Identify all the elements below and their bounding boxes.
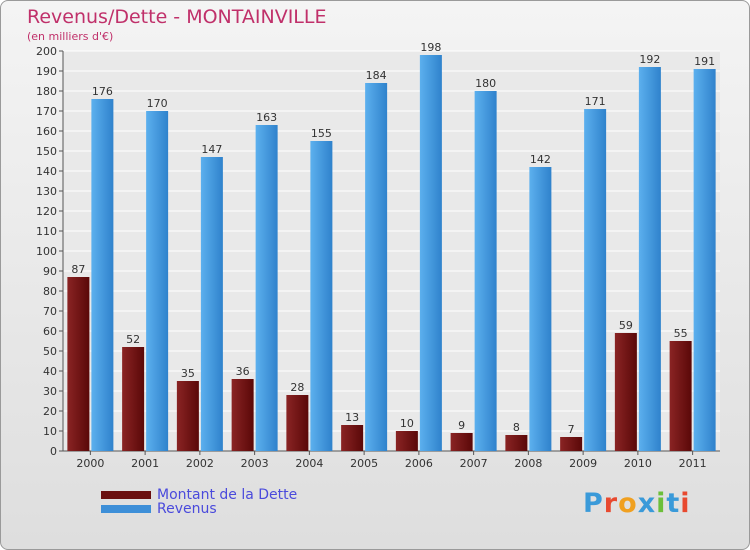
legend-swatch-dette bbox=[101, 491, 151, 499]
y-tick-label: 110 bbox=[36, 225, 57, 238]
data-label-dette: 8 bbox=[513, 421, 520, 434]
y-tick-label: 130 bbox=[36, 185, 57, 198]
y-tick-label: 190 bbox=[36, 65, 57, 78]
data-label-dette: 28 bbox=[290, 381, 304, 394]
x-tick-label: 2005 bbox=[350, 457, 378, 470]
chart-subtitle: (en milliers d'€) bbox=[27, 30, 114, 43]
y-tick-label: 70 bbox=[43, 305, 57, 318]
y-tick-label: 140 bbox=[36, 165, 57, 178]
data-label-revenus: 191 bbox=[694, 55, 715, 68]
data-label-dette: 52 bbox=[126, 333, 140, 346]
y-tick-label: 200 bbox=[36, 45, 57, 58]
x-tick-label: 2007 bbox=[460, 457, 488, 470]
y-tick-label: 30 bbox=[43, 385, 57, 398]
logo-letter: i bbox=[656, 488, 667, 519]
y-tick-label: 180 bbox=[36, 85, 57, 98]
data-label-dette: 55 bbox=[674, 327, 688, 340]
data-label-revenus: 142 bbox=[530, 153, 551, 166]
data-label-revenus: 184 bbox=[366, 69, 387, 82]
legend-swatch-revenus bbox=[101, 505, 151, 513]
data-label-revenus: 192 bbox=[639, 53, 660, 66]
bar-revenus bbox=[474, 91, 497, 451]
proxiti-logo: Proxiti bbox=[583, 488, 691, 519]
bar-dette bbox=[395, 431, 418, 451]
logo-letter: o bbox=[618, 488, 638, 519]
y-tick-label: 90 bbox=[43, 265, 57, 278]
bar-dette bbox=[450, 433, 473, 451]
data-label-dette: 9 bbox=[458, 419, 465, 432]
bar-revenus bbox=[638, 67, 661, 451]
x-tick-label: 2001 bbox=[131, 457, 159, 470]
legend-item-dette: Montant de la Dette bbox=[101, 487, 298, 503]
data-label-revenus: 163 bbox=[256, 111, 277, 124]
legend-label-dette: Montant de la Dette bbox=[157, 487, 298, 503]
y-tick-label: 20 bbox=[43, 405, 57, 418]
y-tick-label: 160 bbox=[36, 125, 57, 138]
y-tick-label: 170 bbox=[36, 105, 57, 118]
data-label-revenus: 171 bbox=[585, 95, 606, 108]
x-tick-label: 2010 bbox=[624, 457, 652, 470]
bar-dette bbox=[669, 341, 692, 451]
chart-title: Revenus/Dette - MONTAINVILLE bbox=[27, 6, 327, 28]
y-tick-label: 60 bbox=[43, 325, 57, 338]
bar-dette bbox=[505, 435, 528, 451]
legend-item-revenus: Revenus bbox=[101, 501, 217, 517]
x-tick-label: 2009 bbox=[569, 457, 597, 470]
bar-revenus bbox=[693, 69, 716, 451]
bar-dette bbox=[67, 277, 90, 451]
data-label-dette: 7 bbox=[568, 423, 575, 436]
bar-revenus bbox=[255, 125, 278, 451]
y-tick-label: 50 bbox=[43, 345, 57, 358]
data-label-revenus: 180 bbox=[475, 77, 496, 90]
data-label-revenus: 170 bbox=[147, 97, 168, 110]
logo-letter: r bbox=[603, 488, 619, 519]
y-tick-label: 40 bbox=[43, 365, 57, 378]
bar-revenus bbox=[365, 83, 388, 451]
data-label-revenus: 176 bbox=[92, 85, 113, 98]
data-label-dette: 87 bbox=[71, 263, 85, 276]
data-label-dette: 36 bbox=[236, 365, 250, 378]
y-tick-label: 100 bbox=[36, 245, 57, 258]
bar-dette bbox=[286, 395, 309, 451]
y-tick-label: 80 bbox=[43, 285, 57, 298]
y-tick-label: 0 bbox=[50, 445, 57, 458]
x-tick-label: 2004 bbox=[295, 457, 323, 470]
y-tick-label: 10 bbox=[43, 425, 57, 438]
x-tick-label: 2000 bbox=[76, 457, 104, 470]
x-tick-label: 2002 bbox=[186, 457, 214, 470]
data-label-dette: 59 bbox=[619, 319, 633, 332]
bar-revenus bbox=[584, 109, 607, 451]
data-label-dette: 35 bbox=[181, 367, 195, 380]
y-tick-label: 150 bbox=[36, 145, 57, 158]
bar-dette bbox=[614, 333, 637, 451]
x-tick-label: 2011 bbox=[679, 457, 707, 470]
data-label-revenus: 147 bbox=[201, 143, 222, 156]
bar-dette bbox=[122, 347, 145, 451]
bar-revenus bbox=[91, 99, 114, 451]
data-label-dette: 13 bbox=[345, 411, 359, 424]
legend-label-revenus: Revenus bbox=[157, 501, 217, 517]
bar-revenus bbox=[310, 141, 333, 451]
bar-dette bbox=[176, 381, 199, 451]
logo-letter: x bbox=[637, 488, 657, 519]
bar-revenus bbox=[200, 157, 223, 451]
data-label-dette: 10 bbox=[400, 417, 414, 430]
logo-letter: P bbox=[583, 488, 604, 519]
x-tick-label: 2008 bbox=[514, 457, 542, 470]
bar-dette bbox=[560, 437, 583, 451]
data-label-revenus: 198 bbox=[420, 41, 441, 54]
bar-revenus bbox=[146, 111, 169, 451]
x-tick-label: 2006 bbox=[405, 457, 433, 470]
x-tick-label: 2003 bbox=[241, 457, 269, 470]
data-label-revenus: 155 bbox=[311, 127, 332, 140]
logo-letter: t bbox=[666, 488, 681, 519]
logo-letter: i bbox=[680, 488, 691, 519]
bar-revenus bbox=[529, 167, 552, 451]
bar-revenus bbox=[419, 55, 442, 451]
bar-dette bbox=[341, 425, 364, 451]
y-tick-label: 120 bbox=[36, 205, 57, 218]
bar-dette bbox=[231, 379, 254, 451]
